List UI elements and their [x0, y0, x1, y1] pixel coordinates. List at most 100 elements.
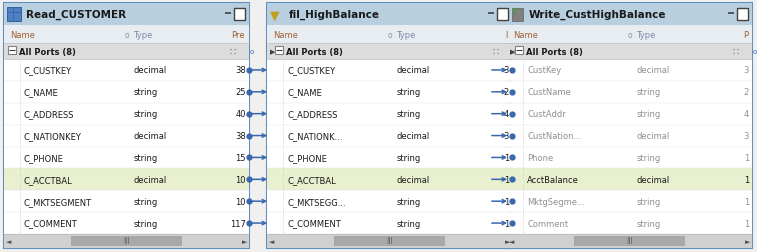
Text: All Ports (8): All Ports (8): [526, 47, 583, 56]
Bar: [507, 82, 752, 103]
Text: 25: 25: [235, 88, 246, 97]
Bar: [267, 125, 512, 147]
Text: 1: 1: [743, 153, 749, 162]
Text: C_PHONE: C_PHONE: [24, 153, 64, 162]
Bar: [267, 4, 512, 26]
Text: CustName: CustName: [527, 88, 571, 97]
Bar: [512, 9, 523, 22]
Text: o: o: [513, 49, 517, 55]
Bar: [507, 44, 752, 60]
Text: Type: Type: [397, 30, 416, 39]
Text: C_MKTSEGMENT: C_MKTSEGMENT: [24, 197, 92, 206]
Text: AcctBalance: AcctBalance: [527, 175, 579, 184]
Bar: [267, 234, 512, 248]
Bar: [507, 60, 752, 82]
Text: decimal: decimal: [637, 132, 670, 141]
Bar: [575, 236, 684, 246]
Bar: [515, 47, 523, 55]
Bar: [267, 44, 512, 60]
Text: 4: 4: [503, 110, 509, 119]
Text: III: III: [626, 237, 633, 245]
Bar: [507, 212, 752, 234]
Text: Type: Type: [133, 30, 153, 39]
Text: string: string: [397, 197, 421, 206]
Text: string: string: [133, 219, 157, 228]
Bar: [4, 4, 249, 26]
Text: decimal: decimal: [637, 175, 670, 184]
Text: ∷: ∷: [229, 47, 235, 57]
Text: III: III: [123, 237, 130, 245]
Text: Write_CustHighBalance: Write_CustHighBalance: [529, 10, 666, 20]
Bar: [267, 191, 512, 212]
Text: string: string: [637, 153, 661, 162]
Text: 1: 1: [743, 197, 749, 206]
Text: decimal: decimal: [133, 132, 167, 141]
Text: 1: 1: [743, 219, 749, 228]
Text: ∷: ∷: [732, 47, 738, 57]
Text: ►: ►: [745, 238, 750, 244]
Text: C_NATIONKEY: C_NATIONKEY: [24, 132, 82, 141]
Text: C_COMMENT: C_COMMENT: [287, 219, 341, 228]
Bar: [4, 191, 249, 212]
Text: III: III: [386, 237, 393, 245]
Text: string: string: [397, 88, 421, 97]
Text: 1: 1: [743, 175, 749, 184]
Bar: [4, 26, 249, 44]
Text: 117: 117: [230, 219, 246, 228]
Bar: [507, 234, 752, 248]
Text: 2: 2: [743, 88, 749, 97]
Text: string: string: [637, 88, 661, 97]
Text: string: string: [397, 219, 421, 228]
Text: ∷: ∷: [492, 47, 498, 57]
Text: o: o: [388, 30, 392, 39]
Text: C_ACCTBAL: C_ACCTBAL: [24, 175, 73, 184]
Text: ▶: ▶: [270, 49, 276, 55]
Text: 40: 40: [235, 110, 246, 119]
Text: o: o: [125, 30, 129, 39]
Text: 10: 10: [235, 175, 246, 184]
Bar: [507, 125, 752, 147]
Text: Phone: Phone: [527, 153, 553, 162]
Text: 2: 2: [503, 88, 509, 97]
Bar: [507, 103, 752, 125]
Text: P: P: [743, 30, 748, 39]
Text: 15: 15: [235, 153, 246, 162]
Text: string: string: [133, 153, 157, 162]
Text: decimal: decimal: [133, 175, 167, 184]
Bar: [7, 8, 21, 22]
Bar: [4, 147, 249, 169]
Bar: [267, 4, 512, 248]
Bar: [507, 4, 752, 248]
Bar: [4, 4, 249, 248]
Text: decimal: decimal: [133, 66, 167, 75]
Text: string: string: [133, 110, 157, 119]
Text: MktgSegme...: MktgSegme...: [527, 197, 585, 206]
Text: string: string: [133, 88, 157, 97]
Text: C_NAME: C_NAME: [24, 88, 59, 97]
Text: C_ADDRESS: C_ADDRESS: [287, 110, 338, 119]
Text: ↑: ↑: [510, 7, 518, 17]
Bar: [4, 169, 249, 191]
Text: 3: 3: [743, 66, 749, 75]
Text: Pre: Pre: [232, 30, 245, 39]
Bar: [4, 82, 249, 103]
Text: 3: 3: [743, 132, 749, 141]
Text: ◄: ◄: [6, 238, 11, 244]
Text: string: string: [637, 219, 661, 228]
Text: C_NATIONK...: C_NATIONK...: [287, 132, 342, 141]
Bar: [497, 9, 508, 21]
Text: o: o: [753, 49, 757, 55]
Bar: [4, 125, 249, 147]
Bar: [4, 103, 249, 125]
Text: ◄: ◄: [509, 238, 514, 244]
Text: Type: Type: [637, 30, 656, 39]
Text: C_MKTSEGG...: C_MKTSEGG...: [287, 197, 346, 206]
Text: Name: Name: [273, 30, 298, 39]
Text: ▼: ▼: [270, 10, 279, 22]
Text: 3: 3: [503, 66, 509, 75]
Bar: [4, 212, 249, 234]
Text: string: string: [397, 110, 421, 119]
Text: Read_CUSTOMER: Read_CUSTOMER: [26, 10, 126, 20]
Text: l: l: [506, 30, 508, 39]
Text: C_PHONE: C_PHONE: [287, 153, 327, 162]
